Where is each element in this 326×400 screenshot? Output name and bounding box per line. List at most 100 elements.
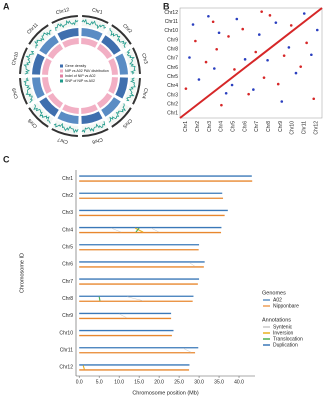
pav-ring	[81, 38, 98, 48]
point	[211, 20, 215, 24]
chromosome-arc	[111, 24, 132, 45]
legend-swatch	[60, 64, 63, 68]
point	[260, 10, 263, 13]
legend-title: Genomes	[262, 290, 286, 296]
annotation-link	[135, 227, 140, 233]
y-axis-label: Chromosome ID	[19, 253, 25, 293]
x-tick-label: Chr2	[195, 121, 201, 132]
y-tick-label: Chr6	[167, 65, 178, 71]
y-tick-label: Chr9	[62, 313, 73, 319]
chromosome-arc	[19, 47, 28, 74]
point	[224, 91, 228, 95]
chromosome-label: Chr9	[11, 87, 20, 99]
y-tick-label: Chr8	[62, 296, 73, 302]
chromosome-arc	[51, 15, 78, 24]
y-tick-label: Chr12	[59, 365, 73, 371]
point	[257, 33, 261, 36]
y-tick-label: Chr10	[59, 330, 73, 336]
x-tick-label: Chr4	[219, 121, 225, 132]
point	[235, 17, 239, 21]
x-tick-label: 30.0	[194, 379, 204, 385]
y-tick-label: Chr7	[167, 56, 178, 62]
x-tick-label: Chr6	[242, 121, 248, 132]
y-tick-label: Chr5	[62, 245, 73, 251]
annotation-link	[127, 296, 144, 301]
chromosome-label: Chr7	[57, 136, 69, 145]
point	[215, 47, 218, 51]
y-tick-label: Chr4	[167, 83, 178, 89]
point	[191, 23, 195, 26]
chromosome-arc	[82, 15, 109, 24]
y-tick-label: Chr1	[62, 176, 73, 182]
pav-ring	[42, 58, 52, 75]
chromosome-arc	[28, 24, 49, 45]
x-tick-label: 10.0	[114, 379, 124, 385]
plot-frame	[179, 7, 323, 119]
annotation-link	[111, 227, 122, 233]
chromosome-arc	[132, 78, 141, 105]
density-ring	[81, 111, 103, 124]
point	[243, 58, 247, 61]
density-ring	[81, 28, 103, 41]
pav-ring	[81, 104, 98, 114]
annotation-link	[182, 348, 192, 353]
point	[220, 103, 223, 107]
pav-ring	[96, 43, 113, 60]
point	[184, 87, 188, 90]
legend-label: Nipponbare	[273, 303, 299, 309]
snp-track	[55, 19, 79, 32]
x-tick-label: Chr10	[290, 121, 296, 135]
density-ring	[57, 111, 79, 124]
x-tick-label: 35.0	[214, 379, 224, 385]
legend-swatch	[60, 69, 63, 73]
y-tick-label: Chr2	[167, 102, 178, 108]
point	[266, 58, 269, 62]
point	[262, 76, 266, 79]
snp-track	[81, 121, 106, 134]
legend-label: A02	[273, 297, 282, 303]
density-ring	[101, 35, 121, 55]
y-tick-label: Chr8	[167, 47, 178, 53]
snp-track	[33, 104, 51, 124]
chromosome-label: Chr4	[140, 87, 149, 99]
legend-title: Annotations	[262, 317, 291, 323]
chromosome-label: Chr3	[140, 53, 149, 65]
snp-track	[81, 18, 106, 30]
y-tick-label: Chr7	[62, 279, 73, 285]
panel-letter: C	[3, 154, 10, 164]
point	[274, 21, 278, 24]
point	[194, 39, 197, 43]
point	[289, 24, 293, 27]
snp-track	[53, 122, 79, 134]
point	[280, 100, 284, 103]
annotation-link	[134, 227, 144, 233]
point	[282, 54, 286, 57]
snp-track	[23, 77, 33, 104]
chromosome-label: Chr12	[55, 7, 70, 16]
legend-label: Translocation	[273, 336, 303, 342]
x-tick-label: Chr5	[231, 121, 237, 132]
y-tick-label: Chr4	[62, 227, 73, 233]
y-tick-label: Chr11	[60, 348, 73, 354]
point	[188, 56, 191, 59]
panel-letter: A	[3, 1, 10, 11]
x-tick-label: 5.0	[96, 379, 103, 385]
x-tick-label: 40.0	[234, 379, 244, 385]
snp-track	[108, 103, 126, 123]
x-tick-label: 20.0	[154, 379, 164, 385]
legend-swatch	[60, 74, 63, 78]
x-tick-label: Chr3	[207, 121, 213, 132]
x-tick-label: Chr8	[266, 121, 272, 132]
point	[305, 41, 308, 45]
chromosome-arc	[51, 128, 78, 137]
point	[276, 82, 280, 86]
x-tick-label: 0.0	[76, 379, 83, 385]
point	[230, 83, 234, 87]
density-ring	[101, 97, 121, 117]
chromosome-arc	[19, 78, 28, 105]
annotation-link	[188, 262, 196, 267]
track-bg	[52, 120, 79, 134]
panel-letter: B	[163, 1, 170, 11]
track-bg	[22, 48, 36, 75]
chromosome-label: Chr6	[91, 136, 103, 145]
